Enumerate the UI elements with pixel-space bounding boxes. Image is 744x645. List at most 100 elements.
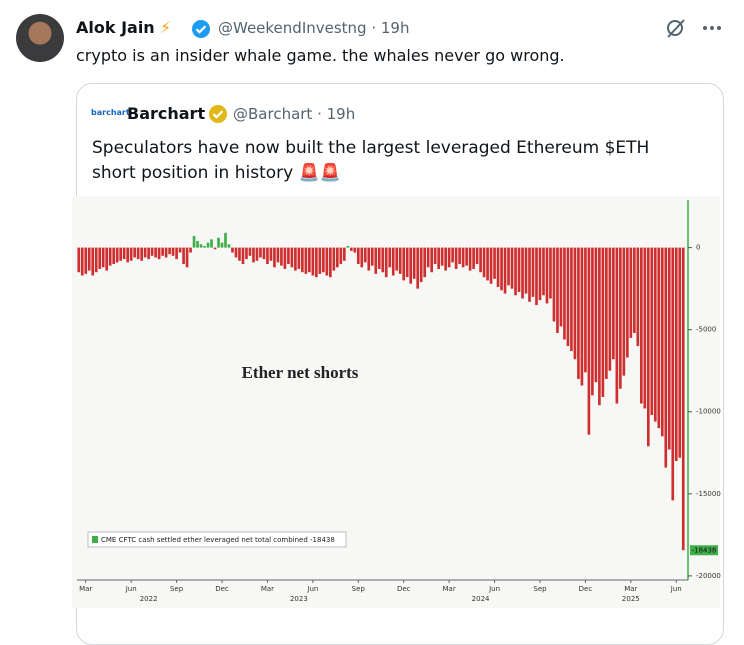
bar xyxy=(521,247,524,299)
bar xyxy=(626,247,629,358)
bar xyxy=(619,247,622,389)
bar xyxy=(667,247,671,450)
bar xyxy=(168,247,171,255)
bar xyxy=(674,247,678,461)
bar xyxy=(349,247,353,251)
bar xyxy=(584,247,587,373)
bar xyxy=(356,247,360,265)
bar xyxy=(507,247,510,286)
x-tick-label: Dec xyxy=(215,585,229,593)
bar xyxy=(290,247,294,268)
bar xyxy=(206,242,210,248)
bar xyxy=(563,247,566,340)
more-button[interactable] xyxy=(700,16,724,40)
x-tick-label: Sep xyxy=(352,585,366,593)
x-tick-label: Dec xyxy=(579,585,593,593)
bar xyxy=(346,245,350,248)
chart: Ether net shorts 0 -5000 -10000 -15000 -2000… xyxy=(77,200,721,603)
bar xyxy=(238,247,241,261)
bar xyxy=(126,247,129,263)
bar xyxy=(514,247,517,296)
avatar[interactable] xyxy=(16,14,64,62)
bar xyxy=(182,247,185,265)
bar xyxy=(646,247,650,447)
gold-badge xyxy=(209,105,227,123)
bar xyxy=(154,247,157,258)
bar xyxy=(559,247,563,327)
bar xyxy=(549,247,552,299)
y-tick-label: 0 xyxy=(696,244,700,252)
bar xyxy=(531,247,535,297)
bar xyxy=(266,247,269,265)
x-tick-label: Mar xyxy=(261,585,274,593)
bar xyxy=(643,247,647,409)
bar xyxy=(622,247,626,376)
bar xyxy=(308,247,311,273)
quoted-author[interactable]: Barchart xyxy=(127,104,206,123)
bar xyxy=(112,247,116,265)
bar xyxy=(437,247,440,269)
x-tick-label: Dec xyxy=(397,585,411,593)
bar xyxy=(538,247,542,301)
bar xyxy=(524,247,528,294)
bar xyxy=(650,247,654,416)
grok-button[interactable] xyxy=(664,16,688,40)
bar xyxy=(391,247,395,276)
x-group-label: 2022 xyxy=(140,595,158,603)
y-tick-label: -10000 xyxy=(696,408,721,416)
bar xyxy=(335,247,339,268)
bar xyxy=(363,247,367,263)
bar xyxy=(598,247,601,406)
bar xyxy=(220,242,224,248)
bar xyxy=(129,247,133,261)
bar xyxy=(276,247,280,263)
bar xyxy=(377,247,381,269)
bar xyxy=(192,236,196,248)
bar xyxy=(196,241,199,248)
quoted-text: Speculators have now built the largest l… xyxy=(92,138,650,183)
bar xyxy=(636,247,640,347)
bar xyxy=(283,247,287,269)
bar xyxy=(259,247,262,258)
bar xyxy=(115,247,119,263)
bar xyxy=(374,247,378,274)
page: Alok Jain ⚡ @WeekendInvestng · 19h crypt… xyxy=(16,14,724,645)
y-tick-label: -15000 xyxy=(696,490,721,498)
bar xyxy=(384,247,388,278)
bar xyxy=(433,247,437,265)
bar xyxy=(273,247,276,268)
bar xyxy=(367,247,371,271)
bar xyxy=(612,247,615,360)
x-tick-label: Mar xyxy=(79,585,92,593)
bar xyxy=(409,247,413,284)
legend-swatch xyxy=(92,536,98,543)
bar xyxy=(280,247,283,266)
last-value-box xyxy=(690,545,718,556)
author-meta[interactable]: @WeekendInvestng · 19h xyxy=(218,19,410,37)
bar xyxy=(500,247,503,291)
bar xyxy=(224,232,227,248)
bar xyxy=(119,247,123,261)
bar xyxy=(591,247,594,396)
bar xyxy=(402,247,406,281)
bar xyxy=(122,247,126,260)
bar xyxy=(269,247,273,261)
bar xyxy=(248,247,252,256)
bar xyxy=(601,247,605,397)
bar xyxy=(143,247,147,258)
bar xyxy=(91,247,95,276)
bar xyxy=(164,247,168,258)
bar xyxy=(426,247,430,268)
bar xyxy=(461,247,465,268)
bar xyxy=(108,247,112,266)
bar xyxy=(496,247,500,287)
author-name[interactable]: Alok Jain xyxy=(76,18,155,37)
bar xyxy=(332,247,336,271)
bar xyxy=(231,247,234,253)
bar xyxy=(664,247,668,468)
bar xyxy=(542,247,545,296)
quoted-meta[interactable]: @Barchart · 19h xyxy=(233,105,356,123)
bar xyxy=(199,244,203,248)
bar xyxy=(311,247,315,276)
bar xyxy=(503,247,507,294)
